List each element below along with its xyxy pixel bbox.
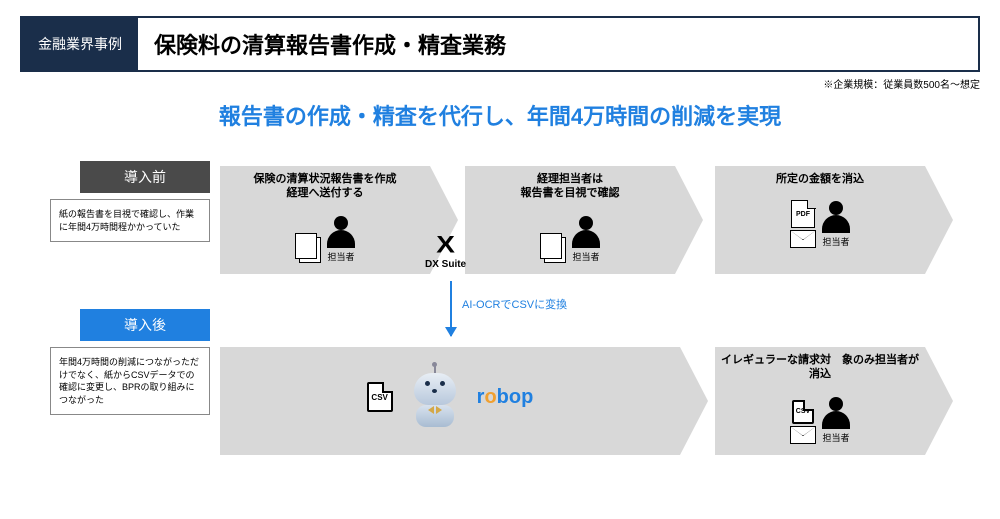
csv-icon: CSV xyxy=(367,382,393,412)
role-label: 担当者 xyxy=(822,431,849,444)
desc-after: 年間4万時間の削減につながっただけでなく、紙からCSVデータでの確認に変更し、B… xyxy=(50,347,210,415)
header: 金融業界事例 保険料の清算報告書作成・精査業務 xyxy=(20,16,980,72)
person-icon xyxy=(572,216,600,248)
conversion-arrow-icon xyxy=(450,281,452,336)
person-icon xyxy=(327,216,355,248)
header-title: 保険料の清算報告書作成・精査業務 xyxy=(138,18,978,70)
flow-diagram: 導入前 紙の報告書を目視で確認し、作業に年間4万時間程かかっていた 導入後 年間… xyxy=(20,161,980,501)
envelope-icon xyxy=(790,426,816,444)
label-before: 導入前 xyxy=(80,161,210,193)
dx-suite-logo: X DX Suite xyxy=(425,231,466,270)
step-before-2: 経理担当者は 報告書を目視で確認 担当者 xyxy=(465,166,675,274)
robop-logo: robop xyxy=(477,386,534,409)
person-icon xyxy=(822,397,850,429)
role-label: 担当者 xyxy=(822,235,849,248)
x-icon: X xyxy=(425,233,466,257)
conversion-text: AI-OCRでCSVに変換 xyxy=(462,296,567,312)
document-stack-icon xyxy=(540,233,566,263)
pdf-icon: PDF xyxy=(791,200,815,228)
person-icon xyxy=(822,201,850,233)
robot-icon xyxy=(407,367,463,427)
label-after: 導入後 xyxy=(80,309,210,341)
scale-note: ※企業規模：従業員数500名～想定 xyxy=(20,76,980,91)
dx-suite-text: DX Suite xyxy=(425,259,466,270)
step-before-3: 所定の金額を消込 PDF 担当者 xyxy=(715,166,925,274)
step-before-1: 保険の清算状況報告書を作成 経理へ送付する 担当者 xyxy=(220,166,430,274)
step-title: 所定の金額を消込 xyxy=(715,166,925,188)
desc-before: 紙の報告書を目視で確認し、作業に年間4万時間程かかっていた xyxy=(50,199,210,242)
header-tag: 金融業界事例 xyxy=(22,18,138,70)
envelope-icon xyxy=(790,230,816,248)
role-label: 担当者 xyxy=(572,250,599,263)
step-after-2: イレギュラーな請求対 象のみ担当者が消込 CSV 担当者 xyxy=(715,347,925,455)
document-stack-icon xyxy=(295,233,321,263)
step-title: 保険の清算状況報告書を作成 経理へ送付する xyxy=(220,166,430,203)
step-title: 経理担当者は 報告書を目視で確認 xyxy=(465,166,675,203)
csv-icon: CSV xyxy=(792,400,814,424)
role-label: 担当者 xyxy=(327,250,354,263)
subtitle: 報告書の作成・精査を代行し、年間4万時間の削減を実現 xyxy=(0,99,1000,131)
step-after-1: CSV robop xyxy=(220,347,680,455)
step-title: イレギュラーな請求対 象のみ担当者が消込 xyxy=(715,347,925,384)
